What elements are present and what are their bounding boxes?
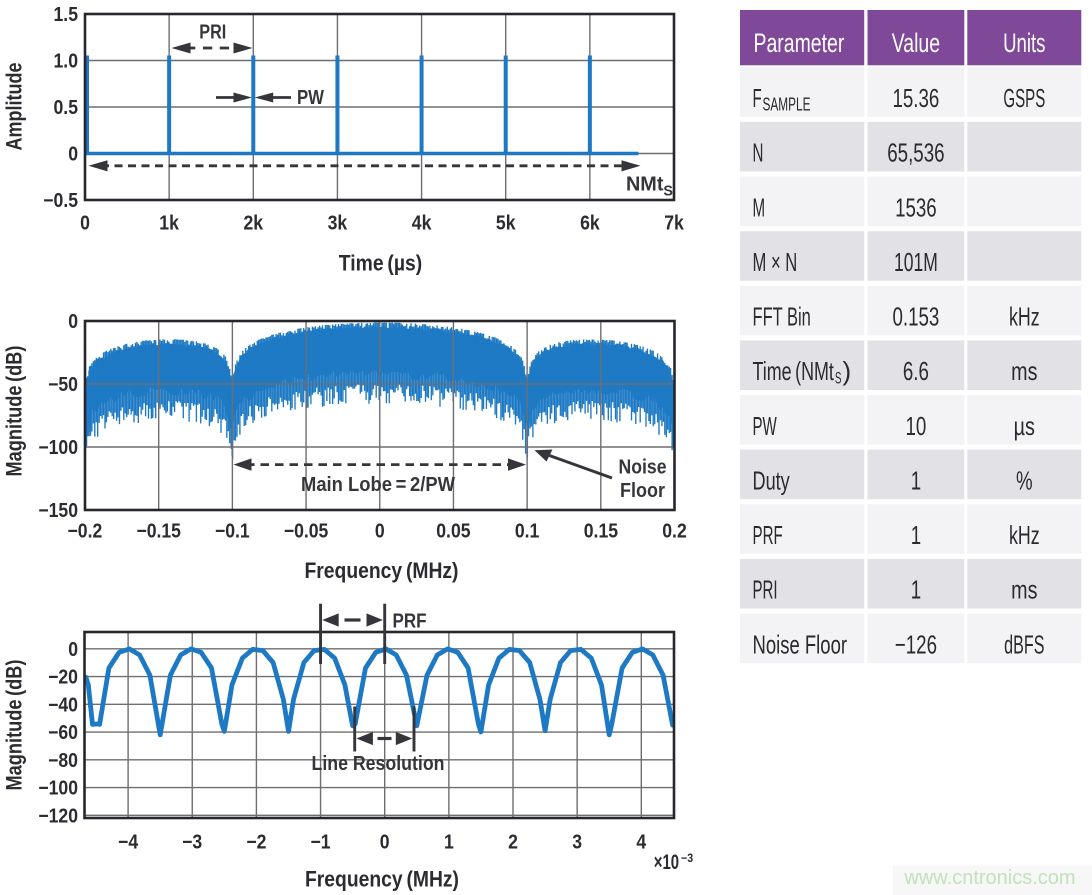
svg-text:GSPS: GSPS bbox=[1003, 83, 1045, 113]
svg-text:N: N bbox=[753, 138, 764, 168]
svg-text:1: 1 bbox=[911, 520, 921, 550]
svg-text:PRI: PRI bbox=[753, 575, 778, 605]
svg-text:−60: −60 bbox=[48, 722, 78, 744]
svg-text:0.1: 0.1 bbox=[515, 521, 540, 543]
svg-text:M: M bbox=[753, 192, 766, 222]
svg-text:2k: 2k bbox=[244, 213, 264, 235]
svg-text:1: 1 bbox=[444, 832, 454, 854]
svg-text:M × N: M × N bbox=[753, 247, 798, 277]
svg-text:PW: PW bbox=[297, 87, 324, 109]
svg-text:3: 3 bbox=[572, 832, 582, 854]
svg-text:Parameter: Parameter bbox=[754, 28, 845, 58]
svg-text:3k: 3k bbox=[328, 213, 348, 235]
svg-text:Frequency (MHz): Frequency (MHz) bbox=[305, 558, 459, 583]
svg-text:SAMPLE: SAMPLE bbox=[763, 95, 811, 115]
svg-text:dBFS: dBFS bbox=[1004, 629, 1044, 659]
svg-text:−126: −126 bbox=[895, 629, 937, 659]
svg-text:www.cntronics.com: www.cntronics.com bbox=[903, 867, 1075, 889]
svg-text:0.2: 0.2 bbox=[662, 521, 687, 543]
svg-text:−2: −2 bbox=[246, 832, 266, 854]
svg-text:PW: PW bbox=[753, 411, 778, 441]
svg-text:0.153: 0.153 bbox=[893, 302, 940, 332]
svg-text:Line Resolution: Line Resolution bbox=[312, 753, 445, 775]
svg-text:×10: ×10 bbox=[654, 851, 679, 874]
svg-text:−80: −80 bbox=[48, 750, 78, 772]
svg-text:ms: ms bbox=[1011, 575, 1037, 605]
svg-text:Amplitude: Amplitude bbox=[2, 63, 27, 151]
svg-text:Main Lobe = 2/PW: Main Lobe = 2/PW bbox=[301, 474, 455, 496]
svg-text:7k: 7k bbox=[664, 213, 684, 235]
svg-text:Noise Floor: Noise Floor bbox=[753, 629, 848, 659]
svg-text:65,536: 65,536 bbox=[887, 138, 944, 168]
svg-text:0: 0 bbox=[68, 144, 78, 166]
svg-text:F: F bbox=[753, 83, 762, 113]
svg-text:1: 1 bbox=[911, 465, 921, 495]
svg-text:1: 1 bbox=[911, 575, 921, 605]
svg-text:kHz: kHz bbox=[1009, 302, 1040, 332]
svg-text:1k: 1k bbox=[159, 213, 179, 235]
svg-text:Frequency (MHz): Frequency (MHz) bbox=[305, 867, 459, 892]
svg-text:−40: −40 bbox=[48, 694, 78, 716]
svg-text:kHz: kHz bbox=[1009, 520, 1040, 550]
svg-text:−1: −1 bbox=[310, 832, 330, 854]
svg-text:0.5: 0.5 bbox=[54, 97, 79, 119]
svg-text:Noise: Noise bbox=[619, 457, 667, 479]
svg-text:6.6: 6.6 bbox=[903, 356, 929, 386]
svg-text:−0.5: −0.5 bbox=[43, 190, 78, 212]
svg-text:Units: Units bbox=[1003, 28, 1045, 58]
svg-text:4k: 4k bbox=[412, 213, 432, 235]
svg-text:0: 0 bbox=[80, 213, 90, 235]
svg-text:): ) bbox=[843, 356, 852, 386]
svg-text:4: 4 bbox=[636, 832, 647, 854]
svg-text:−4: −4 bbox=[118, 832, 139, 854]
svg-text:0: 0 bbox=[380, 832, 390, 854]
svg-text:−3: −3 bbox=[681, 851, 693, 865]
svg-text:6k: 6k bbox=[580, 213, 600, 235]
svg-text:PRF: PRF bbox=[753, 520, 783, 550]
svg-text:µs: µs bbox=[1014, 411, 1035, 441]
svg-text:Time (NMt: Time (NMt bbox=[753, 356, 835, 386]
svg-text:Time (µs): Time (µs) bbox=[339, 251, 422, 276]
svg-text:1536: 1536 bbox=[895, 192, 937, 222]
svg-text:−100: −100 bbox=[38, 778, 78, 800]
svg-text:Magnitude (dB): Magnitude (dB) bbox=[2, 660, 27, 791]
svg-text:%: % bbox=[1016, 465, 1033, 495]
svg-text:−100: −100 bbox=[38, 437, 78, 459]
svg-text:5k: 5k bbox=[496, 213, 516, 235]
svg-text:−150: −150 bbox=[38, 500, 78, 522]
svg-text:−20: −20 bbox=[48, 667, 78, 689]
svg-text:101M: 101M bbox=[894, 247, 938, 277]
svg-text:Duty: Duty bbox=[753, 465, 790, 495]
svg-text:NMtS: NMtS bbox=[626, 174, 673, 200]
svg-text:PRF: PRF bbox=[393, 611, 427, 633]
svg-text:0.05: 0.05 bbox=[436, 521, 470, 543]
svg-text:S: S bbox=[835, 369, 842, 388]
svg-text:Value: Value bbox=[892, 28, 940, 58]
svg-text:10: 10 bbox=[906, 411, 927, 441]
svg-text:−3: −3 bbox=[182, 832, 202, 854]
svg-text:0.15: 0.15 bbox=[584, 521, 618, 543]
svg-text:15.36: 15.36 bbox=[893, 83, 940, 113]
svg-text:−50: −50 bbox=[48, 374, 78, 396]
svg-text:PRI: PRI bbox=[199, 21, 226, 43]
svg-text:−120: −120 bbox=[38, 805, 78, 827]
svg-text:Floor: Floor bbox=[620, 480, 665, 502]
svg-text:−0.05: −0.05 bbox=[284, 521, 329, 543]
svg-text:−0.15: −0.15 bbox=[136, 521, 181, 543]
svg-text:1.0: 1.0 bbox=[54, 51, 79, 73]
svg-text:2: 2 bbox=[508, 832, 518, 854]
svg-text:FFT Bin: FFT Bin bbox=[753, 302, 811, 332]
svg-text:Magnitude (dB): Magnitude (dB) bbox=[2, 346, 27, 477]
svg-text:−0.2: −0.2 bbox=[68, 521, 103, 543]
svg-text:−0.1: −0.1 bbox=[215, 521, 250, 543]
svg-text:0: 0 bbox=[68, 311, 78, 333]
svg-text:1.5: 1.5 bbox=[54, 4, 79, 26]
svg-text:0: 0 bbox=[68, 639, 78, 661]
svg-text:0: 0 bbox=[375, 521, 385, 543]
svg-text:ms: ms bbox=[1011, 356, 1037, 386]
